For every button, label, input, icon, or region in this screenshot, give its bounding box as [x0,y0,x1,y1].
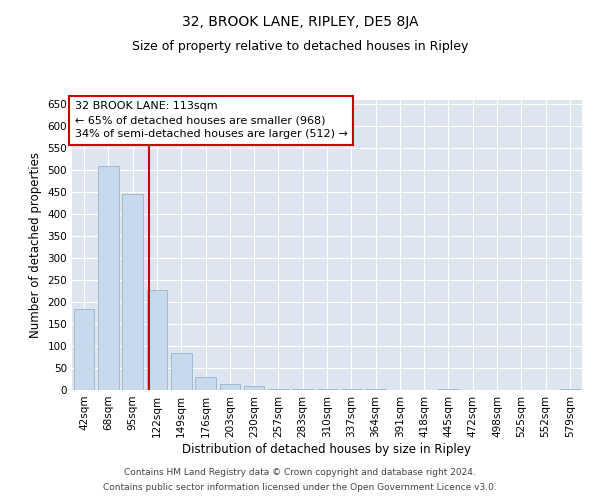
Bar [438,388,459,390]
Bar [146,290,167,390]
Bar [244,386,265,390]
Bar [365,388,386,390]
Bar [220,384,240,390]
Bar [268,388,289,390]
Text: Contains HM Land Registry data © Crown copyright and database right 2024.: Contains HM Land Registry data © Crown c… [124,468,476,477]
Bar [341,388,362,390]
Text: Size of property relative to detached houses in Ripley: Size of property relative to detached ho… [132,40,468,53]
Bar [171,352,191,390]
X-axis label: Distribution of detached houses by size in Ripley: Distribution of detached houses by size … [182,442,472,456]
Text: Contains public sector information licensed under the Open Government Licence v3: Contains public sector information licen… [103,483,497,492]
Bar [98,166,119,390]
Text: 32, BROOK LANE, RIPLEY, DE5 8JA: 32, BROOK LANE, RIPLEY, DE5 8JA [182,15,418,29]
Bar [195,377,216,390]
Bar [560,388,580,390]
Bar [317,388,337,390]
Y-axis label: Number of detached properties: Number of detached properties [29,152,42,338]
Bar [122,194,143,390]
Bar [292,388,313,390]
Bar [74,308,94,390]
Text: 32 BROOK LANE: 113sqm
← 65% of detached houses are smaller (968)
34% of semi-det: 32 BROOK LANE: 113sqm ← 65% of detached … [74,102,347,140]
